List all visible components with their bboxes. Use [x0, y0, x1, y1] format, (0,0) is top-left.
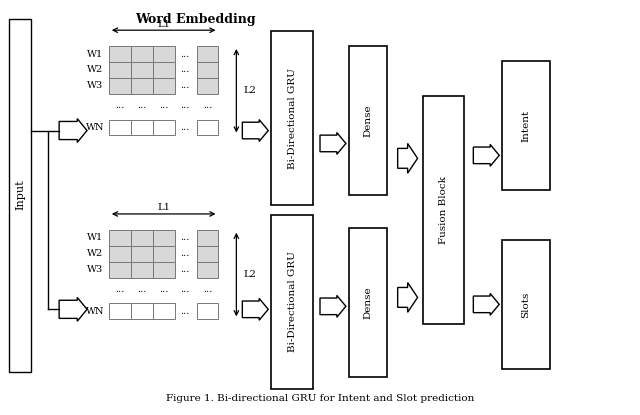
- Bar: [10, 19, 31, 372]
- Text: W3: W3: [87, 265, 103, 274]
- Text: L1: L1: [157, 20, 170, 29]
- Text: ...: ...: [180, 249, 189, 258]
- Text: ...: ...: [159, 285, 168, 294]
- Text: L1: L1: [157, 203, 170, 212]
- Polygon shape: [474, 293, 499, 315]
- Polygon shape: [243, 120, 268, 142]
- Text: ...: ...: [115, 285, 125, 294]
- Bar: [196, 303, 218, 319]
- Text: ...: ...: [137, 285, 147, 294]
- Polygon shape: [59, 298, 87, 321]
- Bar: [196, 261, 218, 278]
- Bar: [349, 228, 387, 377]
- Bar: [109, 46, 131, 62]
- Bar: [153, 62, 175, 78]
- Text: ...: ...: [203, 101, 212, 110]
- Polygon shape: [59, 119, 87, 142]
- Bar: [131, 261, 153, 278]
- Text: ...: ...: [180, 233, 189, 242]
- Bar: [422, 96, 465, 324]
- Text: Slots: Slots: [522, 291, 531, 317]
- Bar: [153, 303, 175, 319]
- Text: Dense: Dense: [364, 104, 372, 137]
- Bar: [153, 46, 175, 62]
- Text: Bi-Directional GRU: Bi-Directional GRU: [287, 68, 296, 168]
- Bar: [131, 303, 153, 319]
- Text: ...: ...: [137, 101, 147, 110]
- Text: ...: ...: [180, 66, 189, 74]
- Text: L2: L2: [243, 86, 256, 95]
- Bar: [109, 303, 131, 319]
- Bar: [109, 246, 131, 261]
- Bar: [271, 215, 313, 389]
- Text: WN: WN: [86, 123, 104, 132]
- Text: W1: W1: [87, 49, 103, 59]
- Text: ...: ...: [159, 101, 168, 110]
- Text: ...: ...: [180, 49, 189, 59]
- Bar: [131, 78, 153, 94]
- Polygon shape: [474, 144, 499, 166]
- Bar: [109, 230, 131, 246]
- Bar: [131, 46, 153, 62]
- Text: L2: L2: [243, 270, 256, 279]
- Bar: [131, 120, 153, 135]
- Text: ...: ...: [115, 101, 125, 110]
- Polygon shape: [320, 295, 346, 317]
- Bar: [271, 31, 313, 205]
- Bar: [153, 261, 175, 278]
- Bar: [196, 62, 218, 78]
- Bar: [196, 46, 218, 62]
- Text: Figure 1. Bi-directional GRU for Intent and Slot prediction: Figure 1. Bi-directional GRU for Intent …: [166, 394, 474, 403]
- Bar: [109, 261, 131, 278]
- Text: W2: W2: [87, 66, 103, 74]
- Bar: [109, 62, 131, 78]
- Bar: [109, 78, 131, 94]
- Text: ...: ...: [180, 265, 189, 274]
- Text: Intent: Intent: [522, 110, 531, 142]
- Text: ...: ...: [203, 285, 212, 294]
- Bar: [109, 120, 131, 135]
- Text: ...: ...: [180, 81, 189, 90]
- Bar: [153, 230, 175, 246]
- Bar: [131, 246, 153, 261]
- Bar: [131, 230, 153, 246]
- Bar: [502, 61, 550, 190]
- Bar: [153, 246, 175, 261]
- Text: WN: WN: [86, 307, 104, 316]
- Polygon shape: [320, 132, 346, 154]
- Text: Word Embedding: Word Embedding: [135, 13, 256, 26]
- Bar: [196, 120, 218, 135]
- Text: Bi-Directional GRU: Bi-Directional GRU: [287, 251, 296, 352]
- Polygon shape: [397, 283, 417, 312]
- Bar: [196, 230, 218, 246]
- Bar: [196, 246, 218, 261]
- Polygon shape: [397, 144, 417, 173]
- Text: W2: W2: [87, 249, 103, 258]
- Text: Dense: Dense: [364, 286, 372, 319]
- Text: Fusion Block: Fusion Block: [439, 176, 448, 244]
- Bar: [502, 240, 550, 369]
- Text: ...: ...: [180, 123, 189, 132]
- Bar: [349, 46, 387, 195]
- Bar: [153, 78, 175, 94]
- Text: W3: W3: [87, 81, 103, 90]
- Text: Input: Input: [15, 180, 26, 210]
- Polygon shape: [243, 298, 268, 320]
- Text: ...: ...: [180, 285, 189, 294]
- Bar: [153, 120, 175, 135]
- Bar: [196, 78, 218, 94]
- Text: ...: ...: [180, 101, 189, 110]
- Bar: [131, 62, 153, 78]
- Text: ...: ...: [180, 307, 189, 316]
- Text: W1: W1: [87, 233, 103, 242]
